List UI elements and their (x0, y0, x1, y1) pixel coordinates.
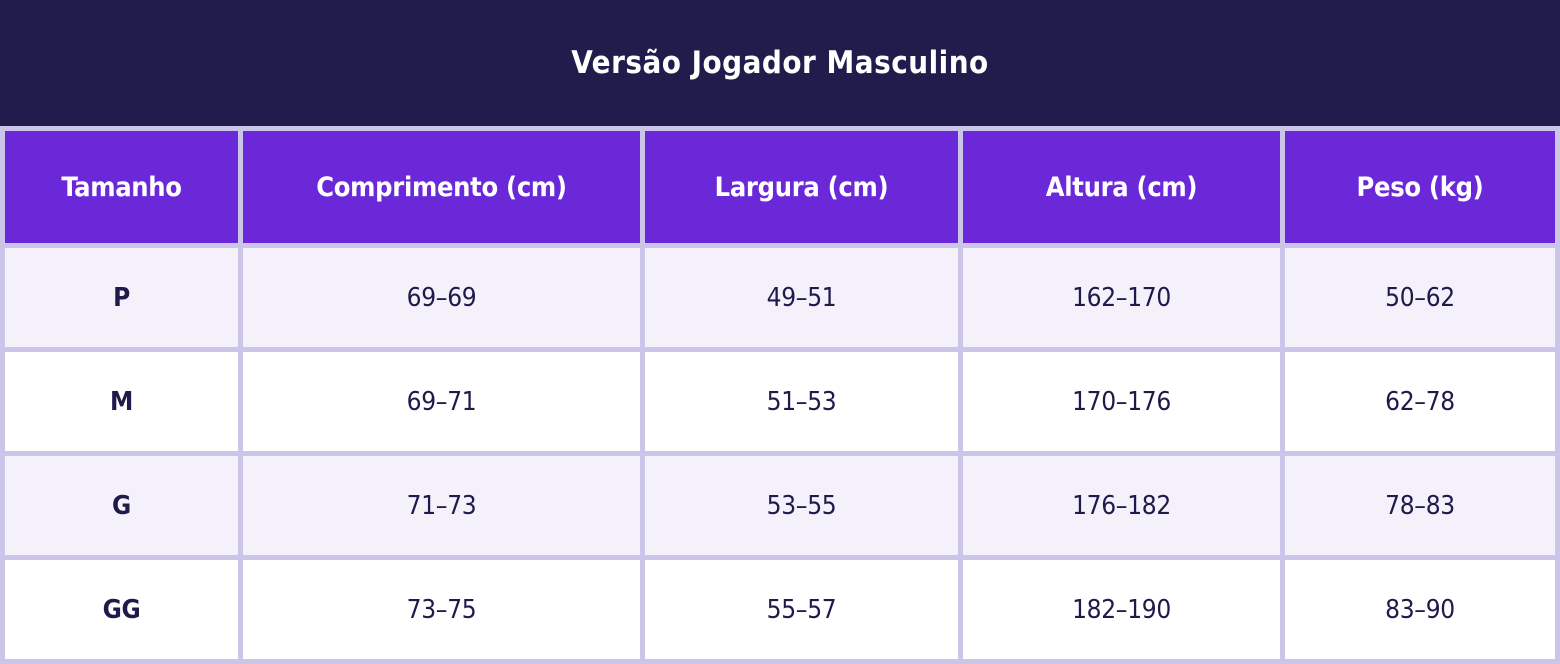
data-cell-gg-largura: 55–57 (645, 560, 958, 659)
data-cell-p-comprimento: 69–69 (243, 248, 640, 347)
data-cell-g-comprimento: 71–73 (243, 456, 640, 555)
data-cell-m-comprimento: 69–71 (243, 352, 640, 451)
data-cell-p-largura: 49–51 (645, 248, 958, 347)
data-cell-g-altura: 176–182 (963, 456, 1280, 555)
column-header-comprimento: Comprimento (cm) (243, 131, 640, 243)
size-cell-p: P (5, 248, 238, 347)
data-cell-p-altura: 162–170 (963, 248, 1280, 347)
column-header-tamanho: Tamanho (5, 131, 238, 243)
table-title-bar: Versão Jogador Masculino (0, 0, 1560, 126)
size-chart-table: Tamanho Comprimento (cm) Largura (cm) Al… (0, 126, 1560, 664)
column-header-peso: Peso (kg) (1285, 131, 1555, 243)
data-cell-m-altura: 170–176 (963, 352, 1280, 451)
column-header-altura: Altura (cm) (963, 131, 1280, 243)
column-header-largura: Largura (cm) (645, 131, 958, 243)
size-cell-gg: GG (5, 560, 238, 659)
data-cell-gg-comprimento: 73–75 (243, 560, 640, 659)
data-cell-m-largura: 51–53 (645, 352, 958, 451)
data-cell-gg-altura: 182–190 (963, 560, 1280, 659)
data-cell-m-peso: 62–78 (1285, 352, 1555, 451)
data-cell-g-largura: 53–55 (645, 456, 958, 555)
size-cell-g: G (5, 456, 238, 555)
data-cell-gg-peso: 83–90 (1285, 560, 1555, 659)
data-cell-g-peso: 78–83 (1285, 456, 1555, 555)
data-cell-p-peso: 50–62 (1285, 248, 1555, 347)
size-cell-m: M (5, 352, 238, 451)
table-title: Versão Jogador Masculino (571, 45, 989, 81)
